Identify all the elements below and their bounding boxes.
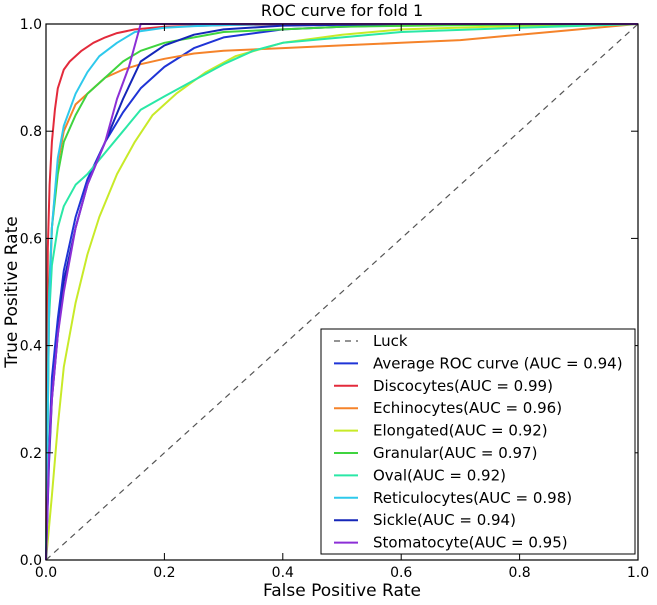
legend-label-elongated: Elongated(AUC = 0.92) (373, 422, 548, 440)
legend-label-luck: Luck (373, 332, 408, 350)
y-tick-label: 0.4 (20, 339, 42, 355)
legend-label-oval: Oval(AUC = 0.92) (373, 466, 506, 484)
x-tick-label: 1.0 (627, 565, 649, 581)
legend-label-discocytes: Discocytes(AUC = 0.99) (373, 377, 553, 395)
x-tick-label: 0.8 (508, 565, 530, 581)
y-tick-label: 0.8 (20, 124, 42, 140)
legend-box (320, 328, 636, 555)
legend-label-average-roc-curve: Average ROC curve (AUC = 0.94) (373, 354, 623, 372)
axis-ticks: 0.0 0.2 0.4 0.6 0.8 1.0 0.0 0.2 0.4 0.6 0.8 1.0 (20, 17, 649, 581)
x-axis-title: False Positive Rate (263, 581, 421, 601)
y-tick-label: 0.0 (20, 553, 42, 569)
legend-label-reticulocytes: Reticulocytes(AUC = 0.98) (373, 489, 572, 507)
legend-label-stomatocyte: Stomatocyte(AUC = 0.95) (373, 534, 568, 552)
chart-title: ROC curve for fold 1 (261, 1, 423, 20)
x-tick-label: 0.4 (272, 565, 294, 581)
y-tick-label: 0.6 (20, 231, 42, 247)
series-line-luck (45, 23, 639, 561)
legend-label-sickle: Sickle(AUC = 0.94) (373, 511, 516, 529)
y-axis-title: True Positive Rate (2, 216, 22, 368)
plot-area-frame (45, 23, 639, 561)
legend-label-echinocytes: Echinocytes(AUC = 0.96) (373, 399, 562, 417)
x-tick-label: 0.2 (153, 565, 175, 581)
y-tick-label: 1.0 (20, 17, 42, 33)
series-line-oval (45, 23, 639, 561)
legend-label-granular: Granular(AUC = 0.97) (373, 444, 537, 462)
legend: Luck Average ROC curve (AUC = 0.94) Discoc… (320, 328, 636, 555)
y-tick-label: 0.2 (20, 446, 42, 462)
x-tick-label: 0.0 (35, 565, 57, 581)
x-tick-label: 0.6 (390, 565, 412, 581)
